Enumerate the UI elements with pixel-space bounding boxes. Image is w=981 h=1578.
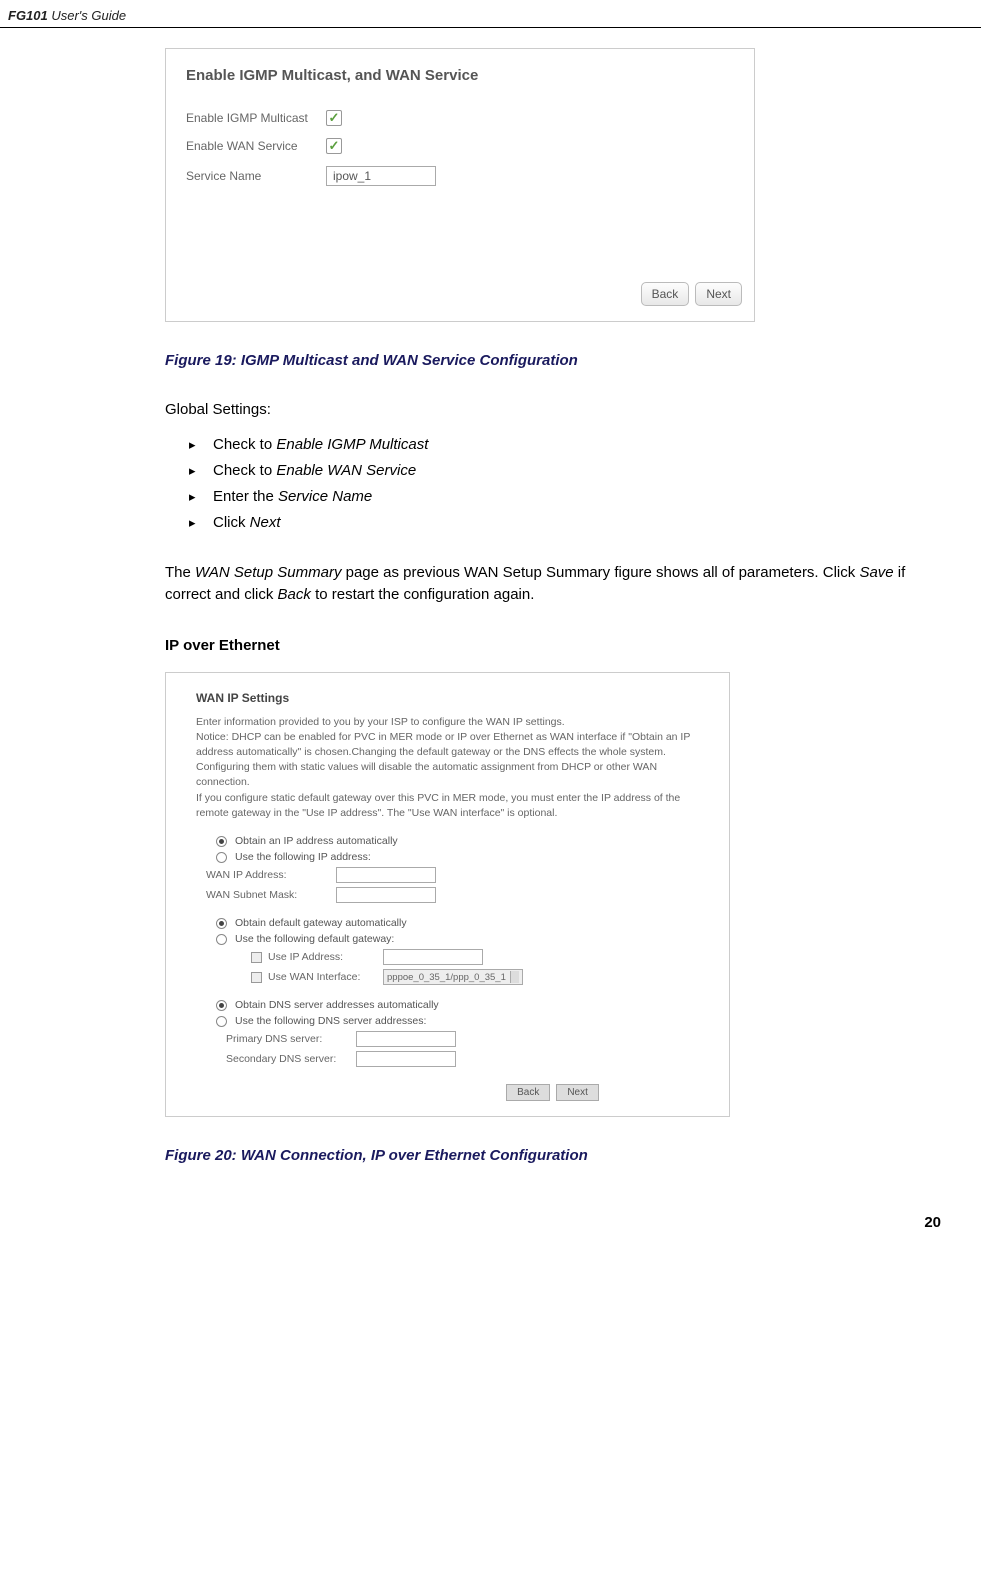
page-number: 20 — [0, 1214, 981, 1241]
back-button[interactable]: Back — [641, 282, 690, 306]
primary-dns-row: Primary DNS server: — [196, 1029, 709, 1049]
wan-service-label: Enable WAN Service — [186, 139, 326, 153]
radio-label: Use the following DNS server addresses: — [235, 1015, 426, 1027]
page-header: FG101 User's Guide — [0, 0, 981, 28]
use-ip-radio[interactable]: Use the following IP address: — [196, 849, 709, 865]
radio-label: Use the following default gateway: — [235, 933, 394, 945]
obtain-ip-auto-radio[interactable]: Obtain an IP address automatically — [196, 833, 709, 849]
igmp-screenshot: Enable IGMP Multicast, and WAN Service E… — [165, 48, 755, 322]
wan-next-button[interactable]: Next — [556, 1084, 599, 1101]
global-settings-label: Global Settings: — [165, 399, 941, 422]
wan-ip-label: WAN IP Address: — [206, 869, 336, 881]
wan-subnet-field-row: WAN Subnet Mask: — [196, 885, 709, 905]
bullet-text: Enter the — [213, 488, 278, 505]
wan-para-line: Notice: DHCP can be enabled for PVC in M… — [196, 730, 709, 791]
bullet-italic: Service Name — [278, 488, 372, 505]
wan-ip-screenshot: WAN IP Settings Enter information provid… — [165, 672, 730, 1118]
para-italic: WAN Setup Summary — [195, 564, 341, 581]
bullet-italic: Enable WAN Service — [276, 462, 416, 479]
figure-20-caption: Figure 20: WAN Connection, IP over Ether… — [165, 1147, 941, 1164]
radio-label: Use the following IP address: — [235, 851, 371, 863]
next-button[interactable]: Next — [695, 282, 742, 306]
igmp-button-row: Back Next — [166, 192, 754, 321]
check-icon: ✓ — [329, 138, 340, 154]
bullet-text: Check to — [213, 436, 276, 453]
page-content: Enable IGMP Multicast, and WAN Service E… — [0, 28, 981, 1214]
service-name-input[interactable] — [326, 166, 436, 186]
secondary-dns-row: Secondary DNS server: — [196, 1049, 709, 1069]
obtain-dns-auto-radio[interactable]: Obtain DNS server addresses automaticall… — [196, 997, 709, 1013]
para-italic: Save — [859, 564, 893, 581]
bullet-item: Enter the Service Name — [195, 484, 941, 510]
use-wan-interface-row: Use WAN Interface: pppoe_0_35_1/ppp_0_35… — [251, 967, 709, 987]
service-name-row: Service Name — [166, 160, 754, 192]
wan-ip-input[interactable] — [336, 867, 436, 883]
primary-dns-label: Primary DNS server: — [226, 1033, 356, 1045]
para-text: page as previous WAN Setup Summary figur… — [341, 564, 859, 581]
bullet-italic: Enable IGMP Multicast — [276, 436, 428, 453]
radio-icon — [216, 1016, 227, 1027]
igmp-multicast-label: Enable IGMP Multicast — [186, 111, 326, 125]
bullet-item: Check to Enable WAN Service — [195, 458, 941, 484]
product-name-rest: User's Guide — [48, 8, 126, 23]
para-text: to restart the configuration again. — [311, 586, 534, 603]
obtain-gateway-auto-radio[interactable]: Obtain default gateway automatically — [196, 915, 709, 931]
radio-icon — [216, 934, 227, 945]
use-gateway-radio[interactable]: Use the following default gateway: — [196, 931, 709, 947]
radio-label: Obtain an IP address automatically — [235, 835, 398, 847]
use-wan-label: Use WAN Interface: — [268, 971, 383, 983]
use-ip-checkbox[interactable] — [251, 952, 262, 963]
wan-para-line: If you configure static default gateway … — [196, 791, 709, 821]
radio-selected-icon — [216, 918, 227, 929]
gateway-sub-block: Use IP Address: Use WAN Interface: pppoe… — [196, 947, 709, 987]
wan-subnet-label: WAN Subnet Mask: — [206, 889, 336, 901]
radio-selected-icon — [216, 836, 227, 847]
primary-dns-input[interactable] — [356, 1031, 456, 1047]
para-text: The — [165, 564, 195, 581]
wan-ip-title: WAN IP Settings — [196, 691, 709, 705]
wan-button-row: Back Next — [196, 1084, 709, 1101]
radio-selected-icon — [216, 1000, 227, 1011]
wan-service-checkbox[interactable]: ✓ — [326, 138, 342, 154]
secondary-dns-label: Secondary DNS server: — [226, 1053, 356, 1065]
wan-interface-select[interactable]: pppoe_0_35_1/ppp_0_35_1 — [383, 969, 523, 985]
radio-icon — [216, 852, 227, 863]
para-italic: Back — [278, 586, 311, 603]
use-ip-address-row: Use IP Address: — [251, 947, 709, 967]
bullet-italic: Next — [250, 514, 281, 531]
use-ip-label: Use IP Address: — [268, 951, 383, 963]
wan-service-row: Enable WAN Service ✓ — [166, 132, 754, 160]
bullet-item: Check to Enable IGMP Multicast — [195, 432, 941, 458]
check-icon: ✓ — [329, 110, 340, 126]
radio-label: Obtain default gateway automatically — [235, 917, 407, 929]
wan-summary-paragraph: The WAN Setup Summary page as previous W… — [165, 562, 941, 607]
select-value: pppoe_0_35_1/ppp_0_35_1 — [387, 972, 506, 983]
igmp-multicast-row: Enable IGMP Multicast ✓ — [166, 104, 754, 132]
igmp-title: Enable IGMP Multicast, and WAN Service — [166, 49, 754, 104]
wan-para: Enter information provided to you by you… — [196, 715, 709, 822]
use-wan-checkbox[interactable] — [251, 972, 262, 983]
ip-over-ethernet-heading: IP over Ethernet — [165, 637, 941, 654]
product-name-bold: FG101 — [8, 8, 48, 23]
wan-ip-field-row: WAN IP Address: — [196, 865, 709, 885]
use-dns-radio[interactable]: Use the following DNS server addresses: — [196, 1013, 709, 1029]
service-name-label: Service Name — [186, 169, 326, 183]
bullet-list: Check to Enable IGMP Multicast Check to … — [165, 432, 941, 537]
use-ip-input[interactable] — [383, 949, 483, 965]
wan-back-button[interactable]: Back — [506, 1084, 550, 1101]
igmp-multicast-checkbox[interactable]: ✓ — [326, 110, 342, 126]
radio-label: Obtain DNS server addresses automaticall… — [235, 999, 439, 1011]
secondary-dns-input[interactable] — [356, 1051, 456, 1067]
bullet-text: Click — [213, 514, 250, 531]
bullet-text: Check to — [213, 462, 276, 479]
wan-subnet-input[interactable] — [336, 887, 436, 903]
wan-para-line: Enter information provided to you by you… — [196, 715, 709, 730]
bullet-item: Click Next — [195, 510, 941, 536]
figure-19-caption: Figure 19: IGMP Multicast and WAN Servic… — [165, 352, 941, 369]
